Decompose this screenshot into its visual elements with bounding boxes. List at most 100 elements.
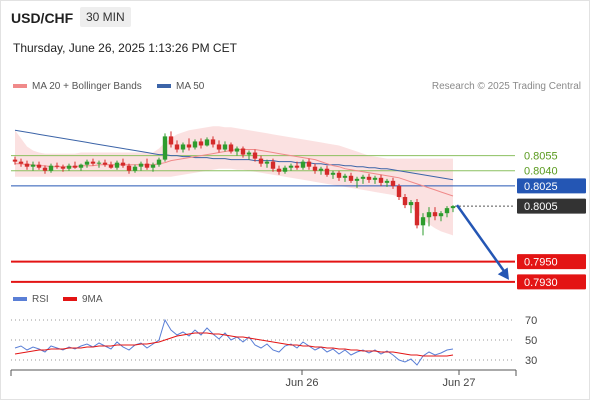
candle [258, 155, 264, 167]
candle-body [438, 213, 444, 217]
candle [438, 211, 444, 222]
candle [12, 156, 18, 165]
candle-body [354, 178, 360, 181]
candle [90, 158, 96, 166]
candle-body [96, 162, 102, 164]
candle-body [78, 164, 84, 168]
legend-ma20: MA 20 + Bollinger Bands [13, 81, 142, 92]
candle-body [270, 161, 276, 169]
candle-body [312, 166, 318, 171]
candle-body [102, 162, 108, 165]
candle [378, 174, 384, 186]
candle-body [234, 148, 240, 152]
candle-body [72, 165, 78, 168]
candle-body [132, 166, 138, 171]
rsi-tick-label: 50 [525, 335, 537, 347]
candle [246, 150, 252, 160]
candle [18, 158, 24, 167]
candle-body [48, 165, 54, 171]
candle [366, 173, 372, 183]
candle [162, 133, 168, 162]
candle [102, 159, 108, 167]
rsi-ma-line [14, 332, 454, 357]
candle [174, 140, 180, 153]
candle [84, 159, 90, 168]
candle [444, 206, 450, 218]
level-label-box-pivot [517, 178, 586, 194]
candle [48, 163, 54, 173]
candle [132, 164, 138, 173]
legend-rsi: RSI [13, 294, 49, 305]
candle-body [420, 217, 426, 226]
candle-body [60, 166, 66, 169]
timestamp: Thursday, June 26, 2025 1:13:26 PM CET [13, 41, 237, 55]
candle-body [30, 164, 36, 167]
candle-body [276, 168, 282, 172]
candle-body [444, 208, 450, 214]
research-credit: Research © 2025 Trading Central [431, 81, 581, 92]
candle [282, 165, 288, 174]
level-label-support: 0.7950 [524, 257, 558, 269]
candle [330, 170, 336, 179]
candle [138, 161, 144, 171]
candle [396, 183, 402, 201]
candle-body [12, 159, 18, 162]
candle [156, 157, 162, 167]
candle-body [114, 162, 120, 168]
chart-header: USD/CHF 30 MIN [0, 0, 590, 34]
candle-body [432, 212, 438, 217]
candle [30, 161, 36, 171]
candle-body [360, 176, 366, 179]
candle [36, 161, 42, 170]
candle-body [156, 159, 162, 165]
rsi-tick-label: 30 [525, 355, 537, 367]
candle-body [180, 144, 186, 150]
candle-body [150, 164, 156, 168]
candle [420, 213, 426, 236]
candle-body [18, 161, 24, 164]
candle-body [138, 163, 144, 167]
candle-body [90, 161, 96, 164]
candle-body [330, 172, 336, 175]
x-tick-label: Jun 27 [442, 377, 475, 389]
legend-ma50-label: MA 50 [176, 81, 205, 92]
candle [312, 163, 318, 174]
candle-body [54, 165, 60, 167]
candle [72, 161, 78, 169]
candle [180, 142, 186, 153]
candle-body [252, 152, 258, 159]
candle [264, 159, 270, 168]
candle [318, 166, 324, 175]
candle [150, 162, 156, 172]
candle-body [348, 175, 354, 181]
legend-rsi-ma: 9MA [63, 294, 103, 305]
candle-body [216, 144, 222, 150]
candle [342, 173, 348, 182]
candle-body [324, 168, 330, 175]
candle-body [144, 163, 150, 168]
ma50-line [14, 129, 454, 181]
candle-body [318, 168, 324, 171]
candle-body [426, 212, 432, 218]
candle-body [390, 180, 396, 186]
candle-body [396, 185, 402, 198]
ma20-line [15, 149, 454, 197]
candle [60, 164, 66, 172]
candle-body [24, 163, 30, 167]
candle-body [336, 172, 342, 178]
candle [348, 172, 354, 183]
candle [24, 160, 30, 170]
timeframe-badge[interactable]: 30 MIN [80, 7, 131, 27]
candle [414, 199, 420, 229]
candle [360, 174, 366, 184]
candle [168, 131, 174, 148]
x-tick-label: Jun 26 [285, 377, 318, 389]
rsi-tick-label: 70 [525, 315, 537, 327]
candle [228, 142, 234, 154]
legend-ma50-swatch [157, 84, 171, 89]
forecast-arrow-head [497, 267, 509, 280]
legend-ma20-swatch [13, 84, 27, 89]
forecast-arrow-shaft [455, 204, 508, 275]
candle-body [378, 177, 384, 183]
